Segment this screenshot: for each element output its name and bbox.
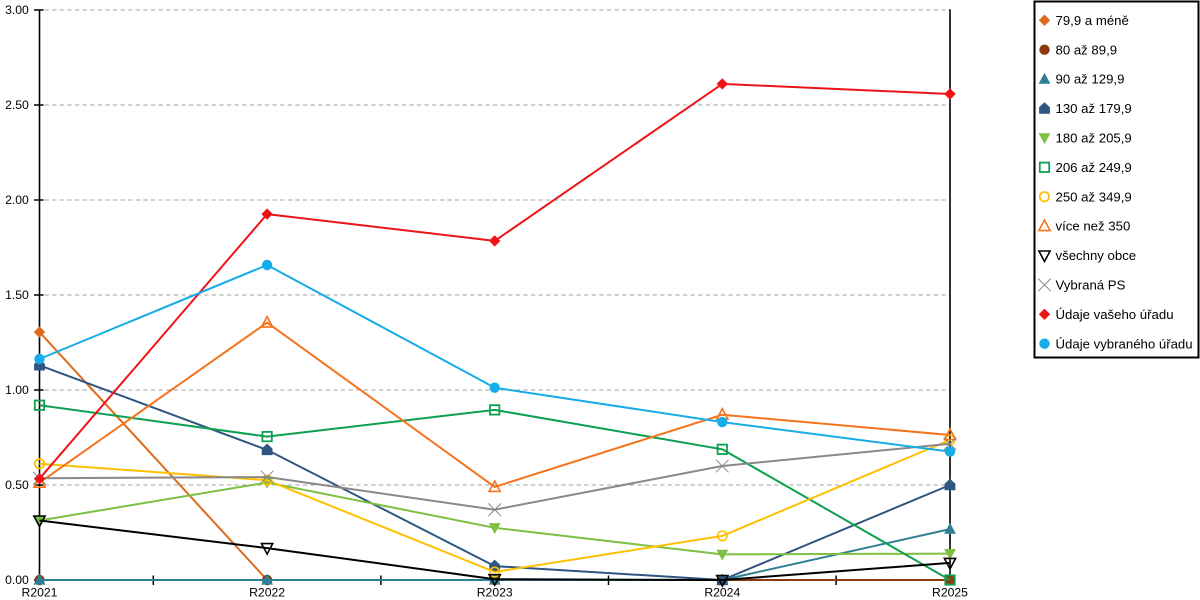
svg-text:Údaje vašeho úřadu: Údaje vašeho úřadu xyxy=(1056,307,1174,322)
svg-text:1.00: 1.00 xyxy=(5,383,29,397)
svg-text:Vybraná PS: Vybraná PS xyxy=(1056,278,1126,293)
svg-text:3.00: 3.00 xyxy=(5,3,29,17)
svg-text:Údaje vybraného úřadu: Údaje vybraného úřadu xyxy=(1056,336,1193,351)
svg-text:R2022: R2022 xyxy=(249,585,285,599)
svg-text:R2024: R2024 xyxy=(704,585,740,599)
svg-text:130 až 179,9: 130 až 179,9 xyxy=(1056,101,1132,116)
svg-text:R2025: R2025 xyxy=(932,585,968,599)
svg-text:206 až 249,9: 206 až 249,9 xyxy=(1056,160,1132,175)
svg-text:2.50: 2.50 xyxy=(5,98,29,112)
svg-text:R2021: R2021 xyxy=(22,585,58,599)
svg-text:0.50: 0.50 xyxy=(5,478,29,492)
svg-text:více než 350: více než 350 xyxy=(1056,219,1131,234)
svg-text:R2023: R2023 xyxy=(477,585,513,599)
svg-text:90 až 129,9: 90 až 129,9 xyxy=(1056,72,1125,87)
svg-text:250 až 349,9: 250 až 349,9 xyxy=(1056,189,1132,204)
svg-text:2.00: 2.00 xyxy=(5,193,29,207)
svg-text:180 až 205,9: 180 až 205,9 xyxy=(1056,131,1132,146)
svg-text:80 až 89,9: 80 až 89,9 xyxy=(1056,42,1118,57)
svg-text:0.00: 0.00 xyxy=(5,573,29,587)
svg-text:79,9 a méně: 79,9 a méně xyxy=(1056,13,1129,28)
svg-text:všechny obce: všechny obce xyxy=(1056,248,1137,263)
svg-text:1.50: 1.50 xyxy=(5,288,29,302)
